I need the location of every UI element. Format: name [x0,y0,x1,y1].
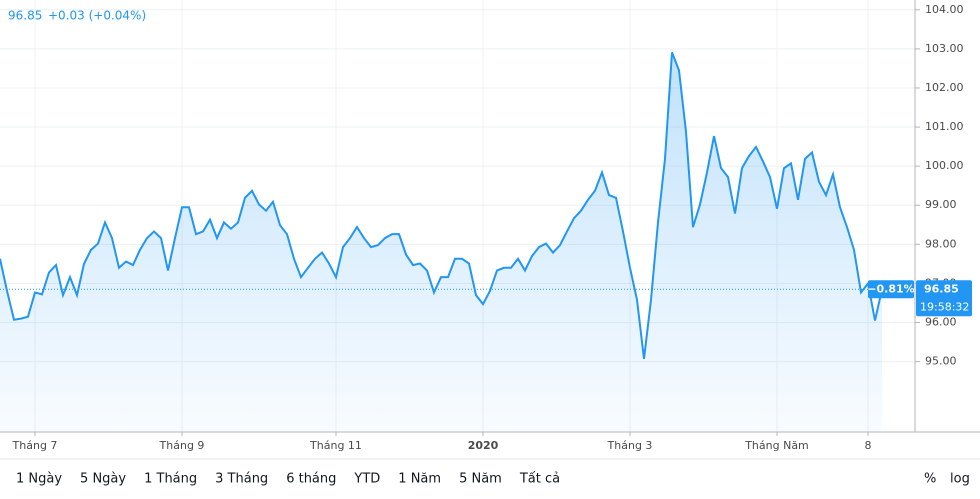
change-tag-label: −0.81% [867,282,914,295]
price-tag-label: 96.85 [924,282,959,295]
range-button[interactable]: 1 Năm [398,472,441,487]
x-tick-label: 2020 [468,439,499,452]
price-tag [916,280,972,317]
header-change: +0.03 (+0.04%) [48,9,146,23]
change-tag [868,280,914,299]
x-tick-label: Tháng 11 [309,439,362,452]
range-button[interactable]: 5 Năm [459,472,502,487]
y-tick-label: 101.00 [925,120,964,133]
y-tick-label: 98.00 [925,237,957,250]
x-tick-label: Tháng Năm [744,439,809,452]
range-button[interactable]: 1 Ngày [16,472,62,487]
toggle-button[interactable]: % [924,472,936,487]
y-tick-label: 102.00 [925,81,964,94]
range-button[interactable]: 1 Tháng [144,472,197,487]
range-button[interactable]: 6 tháng [286,472,336,487]
toggle-button[interactable]: log [950,472,970,487]
price-line [0,52,883,360]
area-fill [0,52,882,432]
y-tick-label: 104.00 [925,3,964,16]
x-tick-label: Tháng 9 [159,439,205,452]
x-tick-label: Tháng 3 [607,439,653,452]
range-button[interactable]: YTD [353,472,380,487]
range-button[interactable]: Tất cả [519,472,560,487]
time-tag-label: 19:58:32 [920,300,969,313]
range-button[interactable]: 5 Ngày [80,472,126,487]
y-tick-label: 99.00 [925,198,957,211]
y-tick-label: 100.00 [925,159,964,172]
y-tick-label: 96.00 [925,316,957,329]
y-tick-label: 103.00 [925,42,964,55]
header-price: 96.85 [8,9,42,23]
x-tick-label: Tháng 7 [12,439,58,452]
y-tick-label: 95.00 [925,355,957,368]
x-tick-label: 8 [865,439,872,452]
range-button[interactable]: 3 Tháng [215,472,268,487]
